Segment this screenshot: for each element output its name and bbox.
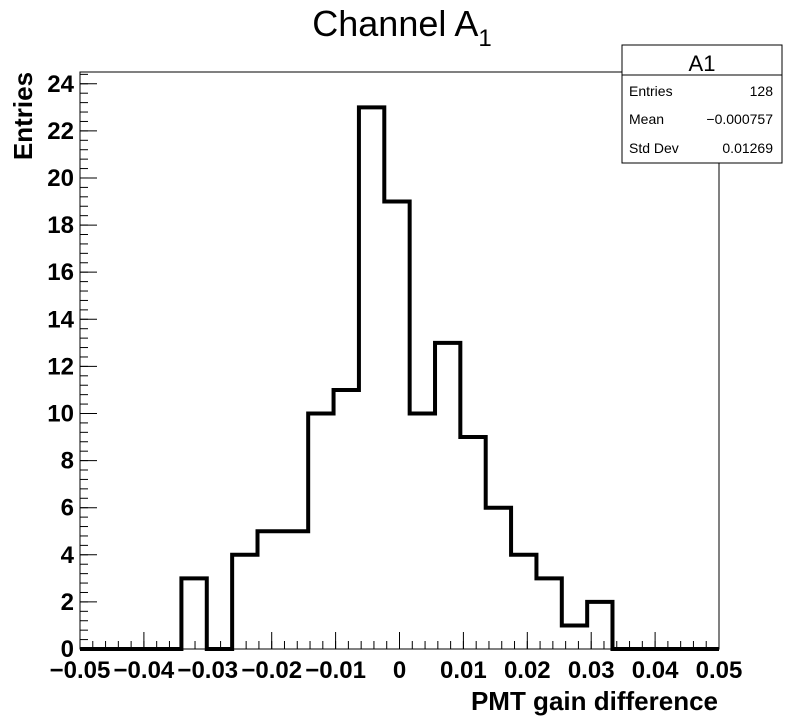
histogram-bar [181,578,206,649]
histogram-bar [435,343,460,649]
histogram-bar [283,531,308,649]
stats-box-title: A1 [689,51,716,76]
stats-mean-value: −0.000757 [706,111,773,127]
x-tick-label: 0.05 [696,657,743,684]
y-tick-label: 8 [61,448,74,475]
x-tick-label: 0.02 [504,657,551,684]
y-tick-label: 24 [47,71,74,98]
histogram-bar [258,531,283,649]
x-axis-label: PMT gain difference [471,686,718,716]
histogram-bar [486,508,511,649]
y-axis-label: Entries [8,72,38,160]
y-tick-label: 20 [47,165,74,192]
histogram-bar [359,107,384,649]
stats-mean-label: Mean [629,111,664,127]
stats-stddev-label: Std Dev [629,140,679,156]
x-tick-label: −0.04 [114,657,175,684]
stats-entries-value: 128 [750,83,774,99]
x-tick-label: 0.03 [568,657,615,684]
y-tick-label: 0 [61,636,74,663]
histogram-bar [384,202,409,649]
x-tick-label: −0.03 [177,657,238,684]
chart-title-subscript: 1 [478,25,491,52]
histogram-bar [410,413,435,649]
x-tick-label: 0.01 [440,657,487,684]
chart-title-main: Channel A [312,3,478,44]
x-tick-label: −0.05 [50,657,111,684]
histogram-outline [80,105,719,651]
chart-title: Channel A1 [312,3,492,52]
y-tick-label: 6 [61,495,74,522]
histogram-bar [460,437,485,649]
stats-entries-label: Entries [629,83,673,99]
y-tick-label: 10 [47,400,74,427]
y-tick-label: 22 [47,118,74,145]
histogram-bar [308,413,333,649]
histogram-bar [511,555,536,649]
stats-box: A1 Entries 128 Mean −0.000757 Std Dev 0.… [621,44,783,164]
x-ticks: −0.05 −0.04 −0.03 −0.02 −0.01 0 0.01 0.02 0.03 0.… [50,632,743,684]
x-tick-label: −0.02 [241,657,302,684]
stats-stddev-value: 0.01269 [722,140,773,156]
y-tick-label: 12 [47,353,74,380]
y-tick-label: 18 [47,212,74,239]
histogram-bar [232,555,257,649]
histogram-bar [536,578,561,649]
y-tick-label: 14 [47,306,74,333]
y-tick-label: 2 [61,589,74,616]
histogram-bar [334,390,359,649]
y-tick-label: 4 [61,542,75,569]
x-tick-label: −0.01 [305,657,366,684]
stats-box-frame [621,44,783,164]
x-tick-label: 0 [393,657,406,684]
y-tick-label: 16 [47,259,74,286]
x-tick-label: 0.04 [632,657,679,684]
